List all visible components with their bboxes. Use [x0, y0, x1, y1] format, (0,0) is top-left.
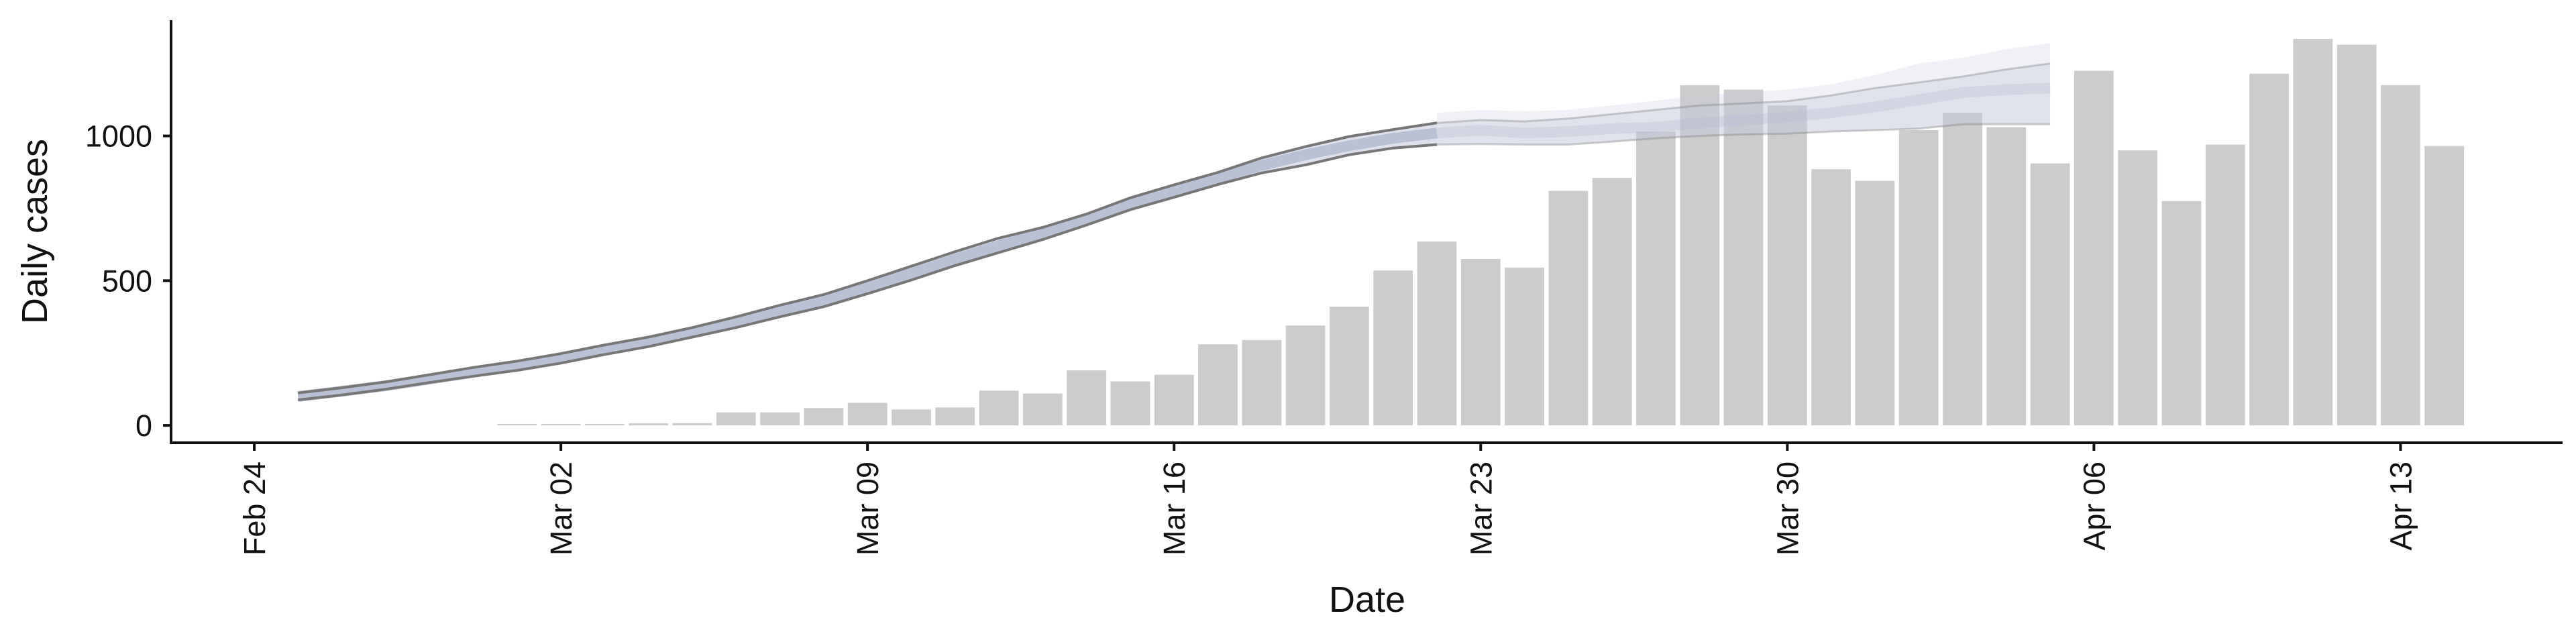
- bar: [1943, 113, 1982, 426]
- bar: [1154, 374, 1194, 426]
- bar: [1067, 370, 1107, 426]
- bar: [1767, 105, 1807, 426]
- x-tick-label: Mar 30: [1770, 462, 1805, 555]
- y-ticks: 0 500 1000: [85, 119, 171, 443]
- bar: [1723, 89, 1764, 426]
- x-tick-label: Apr 06: [2077, 462, 2111, 551]
- bar: [2293, 39, 2333, 426]
- bar: [1592, 178, 1632, 426]
- y-tick-label: 0: [136, 409, 152, 443]
- bar: [1330, 307, 1369, 426]
- bar: [1505, 267, 1544, 426]
- bar: [2205, 144, 2245, 426]
- bar: [1373, 270, 1413, 426]
- bar: [1855, 180, 1895, 426]
- forecast-band: [1437, 63, 2051, 145]
- bars: [497, 39, 2465, 426]
- axes: [170, 20, 2563, 444]
- lower-forecast-line: [1436, 123, 2051, 146]
- upper-bound-line: [298, 121, 1438, 394]
- upper-forecast-line: [1436, 62, 2051, 124]
- x-tick-label: Mar 23: [1464, 462, 1498, 555]
- median-line: [297, 127, 1438, 402]
- bar: [1636, 131, 1676, 426]
- x-axis-title: Date: [1329, 580, 1405, 620]
- bar: [541, 423, 581, 426]
- y-tick-label: 500: [102, 264, 152, 298]
- median-forecast-line: [1436, 83, 2051, 139]
- bar: [760, 412, 800, 426]
- bar: [1898, 129, 1939, 426]
- bar: [2337, 44, 2377, 426]
- x-tick-label: Mar 16: [1157, 462, 1191, 555]
- forecast-band-outer: [1437, 43, 2051, 145]
- bar: [2249, 73, 2289, 426]
- x-tick-label: Feb 24: [237, 462, 272, 555]
- bar: [1460, 258, 1501, 426]
- bar: [2030, 163, 2070, 426]
- estimate-lines: [297, 62, 2051, 402]
- lower-bound-line: [298, 143, 1438, 402]
- bar: [804, 408, 844, 426]
- bar: [2118, 150, 2158, 426]
- x-tick-label: Apr 13: [2383, 462, 2418, 551]
- bar: [2424, 146, 2465, 426]
- x-tick-label: Mar 02: [544, 462, 578, 555]
- y-axis-title: Daily cases: [15, 139, 55, 324]
- bar: [497, 423, 537, 426]
- bar: [585, 423, 625, 426]
- bar: [2161, 201, 2202, 426]
- bar: [1198, 344, 1238, 426]
- bar: [892, 409, 931, 426]
- bar: [1022, 393, 1063, 426]
- bar: [2381, 85, 2420, 426]
- bar: [716, 412, 756, 426]
- bar: [847, 402, 888, 426]
- y-tick-label: 1000: [85, 119, 152, 154]
- bar: [2074, 70, 2114, 426]
- bar: [1285, 325, 1326, 426]
- bar: [1811, 169, 1851, 426]
- bar: [1986, 127, 2027, 426]
- x-tick-label: Mar 09: [851, 462, 885, 555]
- bar: [629, 423, 669, 426]
- x-ticks: Feb 24 Mar 02 Mar 09 Mar 16 Mar 23 Mar 30 Apr …: [237, 443, 2418, 555]
- bar: [1680, 85, 1720, 426]
- bar: [1242, 339, 1282, 426]
- bar: [1548, 191, 1589, 426]
- bar: [672, 423, 712, 426]
- bar: [1417, 241, 1457, 426]
- bar: [935, 407, 975, 426]
- bar: [1110, 381, 1150, 426]
- bar: [979, 390, 1019, 426]
